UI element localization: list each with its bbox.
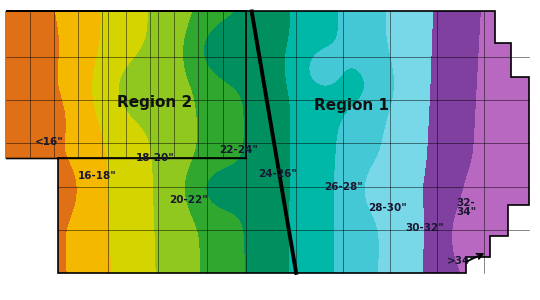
Text: 30-32": 30-32" <box>405 224 444 233</box>
Text: 26-28": 26-28" <box>324 182 362 192</box>
Text: 22-24": 22-24" <box>219 145 258 155</box>
Text: Region 2: Region 2 <box>117 95 193 110</box>
Text: 20-22": 20-22" <box>170 195 208 205</box>
Text: 24-26": 24-26" <box>259 169 298 178</box>
Text: Region 1: Region 1 <box>314 98 389 113</box>
Text: 16-18": 16-18" <box>78 171 117 181</box>
Text: >34": >34" <box>447 256 475 266</box>
Text: 28-30": 28-30" <box>368 202 407 212</box>
Text: 18-20": 18-20" <box>136 153 174 163</box>
Text: 32-
34": 32- 34" <box>456 198 476 217</box>
Text: <16": <16" <box>35 137 63 147</box>
